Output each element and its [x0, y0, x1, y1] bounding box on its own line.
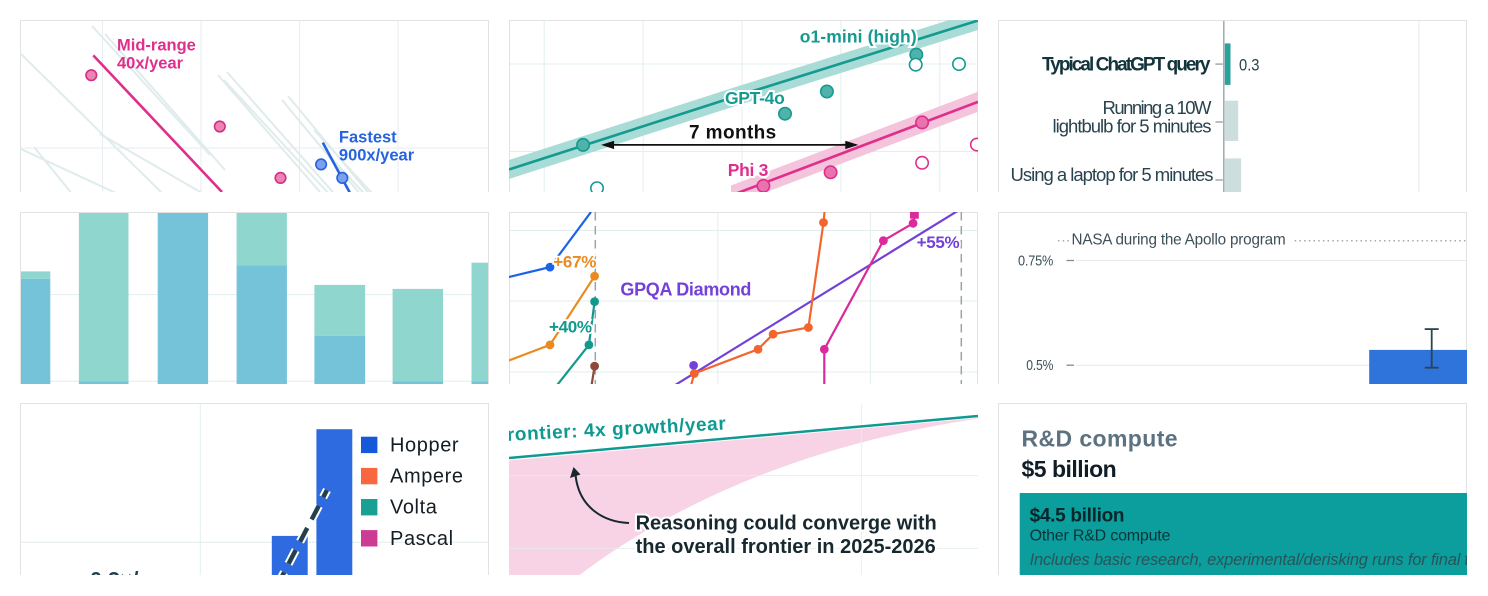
svg-text:Ampere: Ampere — [390, 466, 464, 488]
svg-text:Phi 3: Phi 3 — [728, 160, 769, 180]
svg-text:0.2×/year: 0.2×/year — [90, 568, 183, 576]
svg-text:GPQA Diamond: GPQA Diamond — [620, 280, 751, 300]
svg-text:$4.5 billion: $4.5 billion — [1030, 506, 1125, 527]
svg-text:+55%: +55% — [917, 233, 960, 252]
svg-text:Includes basic research, exper: Includes basic research, experimental/de… — [1030, 551, 1467, 569]
svg-text:Running a 10W: Running a 10W — [1103, 97, 1213, 118]
svg-text:Other R&D compute: Other R&D compute — [1030, 528, 1171, 545]
svg-text:+67%: +67% — [553, 253, 596, 272]
svg-text:Pascal: Pascal — [390, 528, 454, 550]
svg-text:0.75%: 0.75% — [1018, 252, 1053, 269]
svg-text:o1-mini (high): o1-mini (high) — [800, 27, 917, 47]
svg-text:the overall frontier in 2025-2: the overall frontier in 2025-2026 — [636, 536, 936, 558]
svg-text:Using a laptop for 5 minutes: Using a laptop for 5 minutes — [1011, 164, 1214, 185]
svg-text:GPT-4o: GPT-4o — [725, 88, 784, 108]
svg-text:lightbulb for 5 minutes: lightbulb for 5 minutes — [1053, 116, 1212, 137]
svg-text:Fastest: Fastest — [339, 129, 397, 147]
svg-text:Mid-range: Mid-range — [117, 37, 196, 55]
svg-text:7 months: 7 months — [689, 122, 777, 143]
svg-text:40x/year: 40x/year — [117, 55, 184, 73]
svg-text:NASA during the Apollo program: NASA during the Apollo program — [1072, 232, 1286, 249]
svg-text:Hopper: Hopper — [390, 434, 459, 456]
svg-text:0.5%: 0.5% — [1026, 357, 1053, 374]
svg-text:+40%: +40% — [549, 318, 592, 337]
svg-text:Volta: Volta — [390, 497, 438, 519]
svg-text:R&D compute: R&D compute — [1022, 425, 1178, 451]
svg-text:Reasoning could converge with: Reasoning could converge with — [636, 513, 937, 535]
svg-text:900x/year: 900x/year — [339, 147, 415, 165]
svg-text:$5 billion: $5 billion — [1022, 456, 1117, 482]
svg-text:Typical ChatGPT query: Typical ChatGPT query — [1042, 55, 1211, 76]
svg-text:0.3: 0.3 — [1239, 56, 1260, 75]
